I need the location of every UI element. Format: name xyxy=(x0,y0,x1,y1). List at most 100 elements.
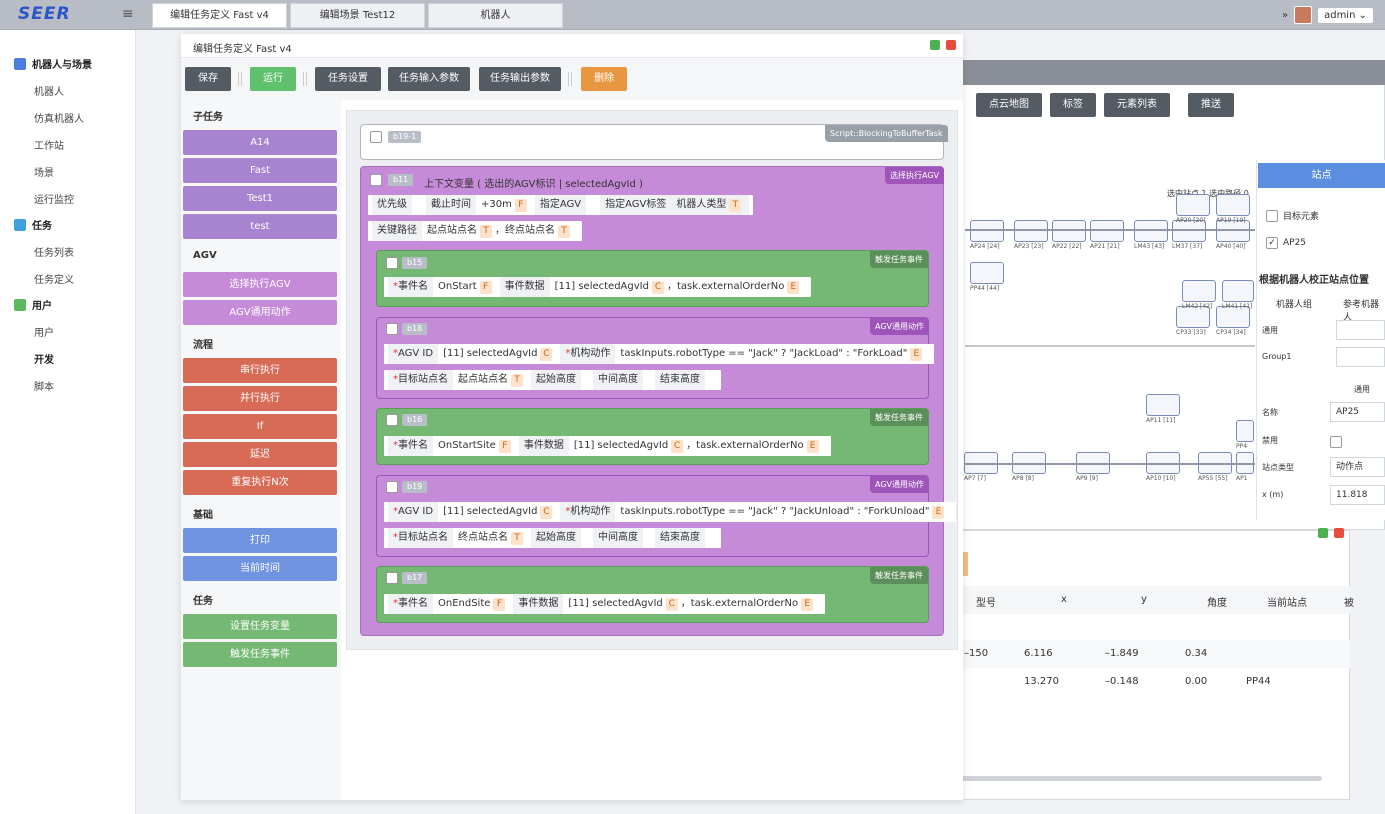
horizontal-scrollbar[interactable] xyxy=(960,776,1322,781)
event-data-value[interactable]: [11] selectedAgvId C ，task.externalOrderNo… xyxy=(569,436,827,456)
run-button[interactable]: 运行 xyxy=(250,67,296,91)
palette-serial[interactable]: 串行执行 xyxy=(183,358,337,383)
close-icon[interactable] xyxy=(946,40,956,50)
start-height-value[interactable] xyxy=(581,370,593,390)
mechanism-value[interactable]: taskInputs.robotType == "Jack" ? "JackUn… xyxy=(615,502,952,522)
tab-robot[interactable]: 机器人 xyxy=(428,3,563,28)
label-button[interactable]: 标签 xyxy=(1050,93,1096,117)
block-checkbox[interactable] xyxy=(370,131,382,143)
checkbox[interactable] xyxy=(1266,209,1278,222)
palette-select-agv[interactable]: 选择执行AGV xyxy=(183,272,337,297)
ref-robot-input[interactable] xyxy=(1336,347,1385,367)
push-button[interactable]: 推送 xyxy=(1188,93,1234,117)
palette-trigger-event[interactable]: 触发任务事件 xyxy=(183,642,337,667)
user-dropdown[interactable]: admin ⌄ xyxy=(1318,7,1373,23)
palette-repeat[interactable]: 重复执行N次 xyxy=(183,470,337,495)
sidebar-item-monitor[interactable]: 运行监控 xyxy=(34,195,74,206)
sidebar-item-robots[interactable]: 机器人 xyxy=(34,87,64,98)
block-checkbox[interactable] xyxy=(386,257,398,269)
map-station[interactable] xyxy=(1172,220,1206,242)
palette-subtask-test1[interactable]: Test1 xyxy=(183,186,337,211)
task-output-button[interactable]: 任务输出参数 xyxy=(479,67,561,91)
palette-print[interactable]: 打印 xyxy=(183,528,337,553)
end-height-value[interactable] xyxy=(705,528,717,548)
map-station[interactable] xyxy=(1090,220,1124,242)
disabled-checkbox[interactable] xyxy=(1330,436,1342,448)
block-checkbox[interactable] xyxy=(386,481,398,493)
name-input[interactable]: AP25 xyxy=(1330,402,1385,422)
target-station-value[interactable]: 起点站点名 T xyxy=(453,370,531,390)
dialog-titlebar[interactable] xyxy=(181,34,963,58)
priority-value[interactable] xyxy=(412,195,426,215)
tab-edit-scene[interactable]: 编辑场景 Test12 xyxy=(290,3,425,28)
tab-station[interactable]: 站点 xyxy=(1258,163,1385,188)
toolbar-button-fragment[interactable] xyxy=(960,552,968,576)
mid-height-value[interactable] xyxy=(643,528,655,548)
element-list-button[interactable]: 元素列表 xyxy=(1104,93,1170,117)
table-row[interactable] xyxy=(960,640,1350,668)
palette-delay[interactable]: 延迟 xyxy=(183,442,337,467)
task-input-button[interactable]: 任务输入参数 xyxy=(388,67,470,91)
close-icon[interactable] xyxy=(1334,528,1344,538)
map-station[interactable] xyxy=(1134,220,1168,242)
event-name-value[interactable]: OnEndSite F xyxy=(433,594,513,614)
mechanism-value[interactable]: taskInputs.robotType == "Jack" ? "JackLo… xyxy=(615,344,930,364)
map-station[interactable] xyxy=(1176,194,1210,216)
menu-icon[interactable]: ≡ xyxy=(122,6,134,22)
target-station-value[interactable]: 终点站点名 T xyxy=(453,528,531,548)
block-checkbox[interactable] xyxy=(370,174,382,186)
sidebar-item-sim-robots[interactable]: 仿真机器人 xyxy=(34,114,84,125)
maximize-icon[interactable] xyxy=(1318,528,1328,538)
map-station[interactable] xyxy=(1216,306,1250,328)
map-station[interactable] xyxy=(1146,394,1180,416)
sidebar-item-task-def[interactable]: 任务定义 xyxy=(34,275,74,286)
sidebar-item-workstation[interactable]: 工作站 xyxy=(34,141,64,152)
palette-if[interactable]: If xyxy=(183,414,337,439)
block-select-agv[interactable] xyxy=(360,166,944,636)
block-checkbox[interactable] xyxy=(386,572,398,584)
start-height-value[interactable] xyxy=(581,528,593,548)
type-select[interactable]: 动作点 xyxy=(1330,457,1385,477)
palette-subtask-fast[interactable]: Fast xyxy=(183,158,337,183)
event-name-value[interactable]: OnStart F xyxy=(433,277,500,297)
event-name-value[interactable]: OnStartSite F xyxy=(433,436,519,456)
checkbox-checked[interactable]: ✓ xyxy=(1266,237,1278,249)
target-ap25-row[interactable]: ✓ AP25 xyxy=(1266,237,1306,249)
event-data-value[interactable]: [11] selectedAgvId C ，task.externalOrderNo… xyxy=(550,277,808,297)
pointcloud-button[interactable]: 点云地图 xyxy=(976,93,1042,117)
event-data-value[interactable]: [11] selectedAgvId C ，task.externalOrderNo… xyxy=(563,594,821,614)
sidebar-group-user[interactable]: 用户 xyxy=(14,297,52,312)
x-input[interactable]: 11.818 xyxy=(1330,485,1385,505)
sidebar-group-robots[interactable]: 机器人与场景 xyxy=(14,56,92,71)
mid-height-value[interactable] xyxy=(643,370,655,390)
map-station[interactable] xyxy=(1176,306,1210,328)
palette-parallel[interactable]: 并行执行 xyxy=(183,386,337,411)
delete-button[interactable]: 删除 xyxy=(581,67,627,91)
sidebar-item-scene[interactable]: 场景 xyxy=(34,168,54,179)
block-checkbox[interactable] xyxy=(386,323,398,335)
palette-subtask-a14[interactable]: A14 xyxy=(183,130,337,155)
deadline-value[interactable]: +30m F xyxy=(476,195,535,215)
robot-type-label[interactable]: 机器人类型 T xyxy=(671,195,750,215)
end-height-value[interactable] xyxy=(705,370,717,390)
map-station[interactable] xyxy=(1182,280,1216,302)
map-station[interactable] xyxy=(970,220,1004,242)
sidebar-group-dev[interactable]: 开发 xyxy=(34,355,54,366)
map-station[interactable] xyxy=(970,262,1004,284)
map-station[interactable] xyxy=(1216,220,1250,242)
collapse-icon[interactable]: » xyxy=(1281,9,1289,21)
sidebar-item-script[interactable]: 脚本 xyxy=(34,382,54,393)
save-button[interactable]: 保存 xyxy=(185,67,231,91)
palette-current-time[interactable]: 当前时间 xyxy=(183,556,337,581)
map-station[interactable] xyxy=(1222,280,1254,302)
agv-id-value[interactable]: [11] selectedAgvId C xyxy=(438,502,560,522)
map-station[interactable] xyxy=(1236,420,1254,442)
target-element-row[interactable]: 目标元素 xyxy=(1266,209,1319,222)
maximize-icon[interactable] xyxy=(930,40,940,50)
task-settings-button[interactable]: 任务设置 xyxy=(315,67,381,91)
map-station[interactable] xyxy=(1216,194,1250,216)
key-route-value[interactable]: 起点站点名 T ，终点站点名 T xyxy=(422,221,578,241)
tab-edit-task[interactable]: 编辑任务定义 Fast v4 xyxy=(152,3,287,28)
sidebar-item-task-list[interactable]: 任务列表 xyxy=(34,248,74,259)
ref-robot-input[interactable] xyxy=(1336,320,1385,340)
